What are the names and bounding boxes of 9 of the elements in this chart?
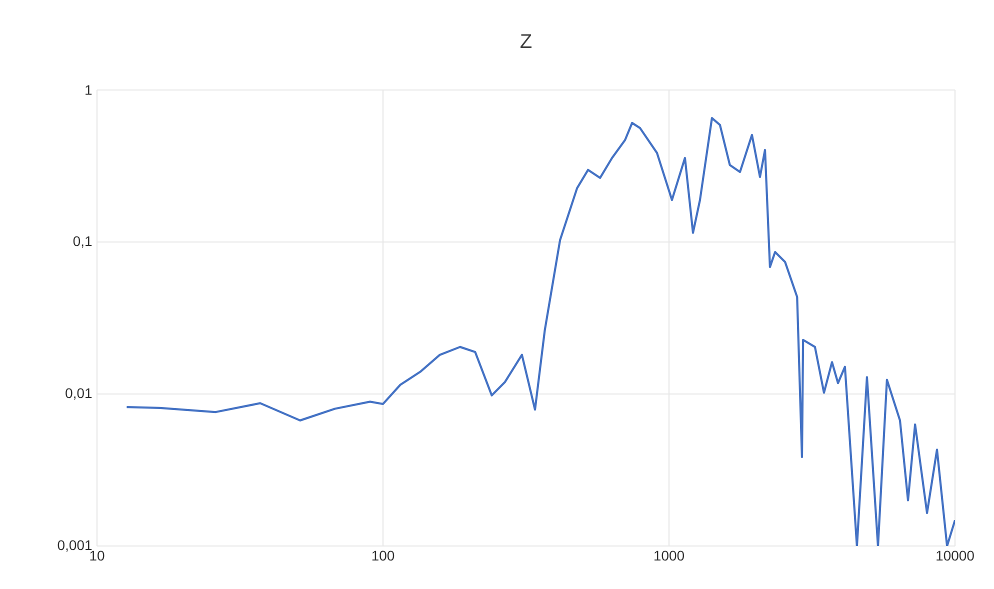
y-tick-label: 0,001 xyxy=(58,540,92,552)
chart-title: Z xyxy=(520,34,532,48)
x-tick-label: 10000 xyxy=(936,550,974,561)
x-tick-label: 1000 xyxy=(654,550,684,561)
y-tick-label: 1 xyxy=(86,85,92,95)
x-tick-label: 10 xyxy=(90,550,104,561)
y-tick-label: 0,1 xyxy=(73,236,92,248)
x-tick-label: 100 xyxy=(372,550,394,561)
y-tick-label: 0,01 xyxy=(66,388,92,400)
